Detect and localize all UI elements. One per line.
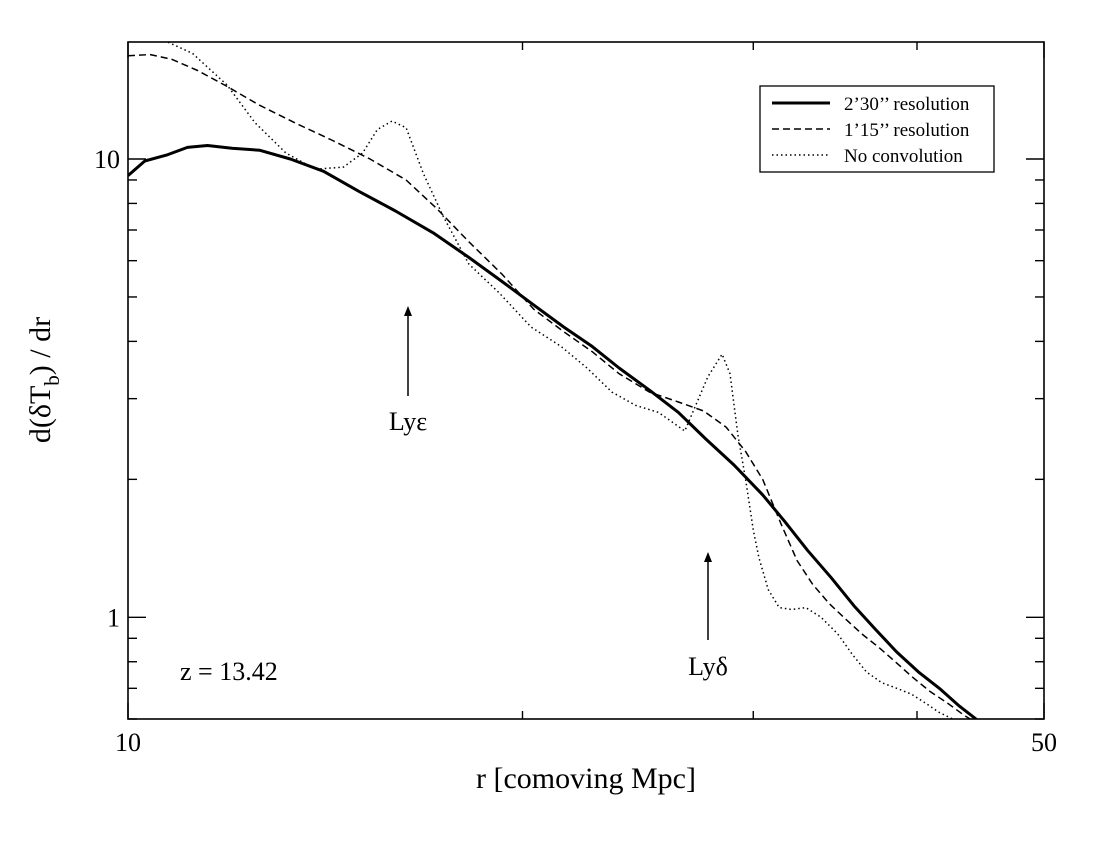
x-tick-label: 10 <box>115 728 141 757</box>
y-tick-label: 10 <box>94 145 120 174</box>
legend: 2’30’’ resolution 1’15’’ resolution No c… <box>759 85 995 173</box>
series-line-dashed <box>128 53 972 719</box>
arrow-head-icon <box>704 552 712 562</box>
series-layer <box>128 42 979 719</box>
y-axis-title: d(δTb) / dr <box>24 317 64 443</box>
axis-tick-labels: 10 50 1 10 <box>94 145 1057 757</box>
axis-ticks <box>127 42 1045 720</box>
arrow-head-icon <box>404 306 412 316</box>
annotation-ly-epsilon: Lyε <box>389 306 427 436</box>
ly-delta-label: Lyδ <box>688 652 728 681</box>
ly-epsilon-label: Lyε <box>389 407 427 436</box>
redshift-annotation: z = 13.42 <box>180 657 278 686</box>
legend-label-2: No convolution <box>844 146 963 167</box>
legend-label-1: 1’15’’ resolution <box>844 120 970 141</box>
annotation-ly-delta: Lyδ <box>688 552 728 681</box>
plot-frame <box>127 41 1045 720</box>
x-tick-label: 50 <box>1031 728 1057 757</box>
x-axis-title: r [comoving Mpc] <box>476 762 696 795</box>
series-line-solid <box>128 144 979 719</box>
legend-label-0: 2’30’’ resolution <box>844 94 970 115</box>
y-tick-label: 1 <box>107 603 120 632</box>
